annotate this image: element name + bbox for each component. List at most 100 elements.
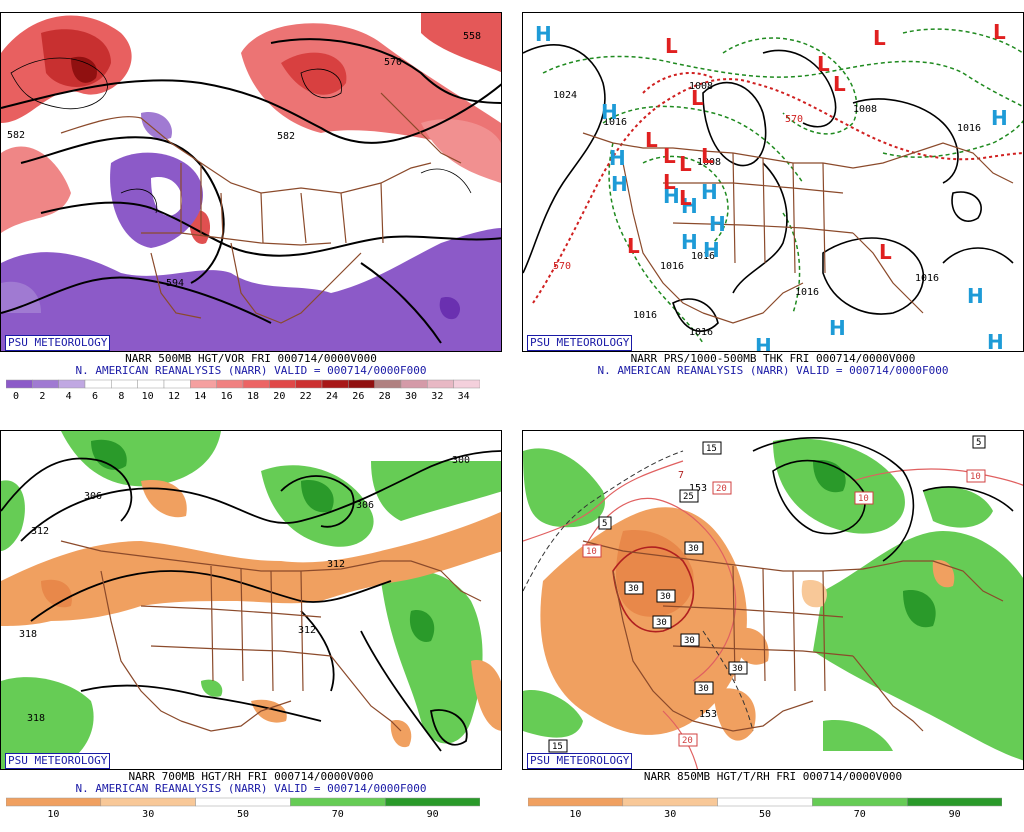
vorticity-contours [10, 57, 472, 214]
colorbar-tick-label: 70 [854, 809, 866, 819]
colorbar-swatch [6, 379, 33, 389]
colorbar-swatch [111, 379, 138, 389]
label-box [624, 581, 644, 595]
boxed-contour-label: 10 [858, 494, 869, 504]
low-pressure-symbol: L [663, 170, 676, 194]
colorbar-swatch [295, 379, 323, 389]
low-pressure-symbol: L [663, 144, 676, 168]
high-pressure-symbol: H [987, 330, 1004, 352]
label-box [656, 589, 676, 603]
colorbar-tick-label: 10 [142, 391, 154, 401]
high-pressure-symbol: H [703, 238, 720, 262]
height-contours [1, 38, 501, 344]
moist-area [923, 487, 993, 528]
colorbar-tick-label: 6 [92, 391, 98, 401]
vorticity-east [421, 119, 501, 183]
colorbar-tick-label: 2 [39, 391, 45, 401]
label-box [598, 516, 612, 530]
boxed-contour-label: 15 [552, 742, 563, 752]
dry-band [1, 511, 501, 626]
contour-label: 312 [31, 526, 49, 537]
low-pressure-symbol: L [701, 144, 714, 168]
rh-colorbar-graphic: 10 30 50 70 90 [6, 797, 480, 819]
low-vorticity-south [1, 228, 501, 351]
colorbar-swatch [195, 797, 291, 807]
map-700mb-graphic: 312 306 300 306 312 318 312 318 [1, 431, 501, 769]
moist-area-east [813, 531, 1023, 761]
height-contours [1, 450, 501, 752]
psu-meteorology-badge: PSU METEOROLOGY [527, 753, 633, 769]
panel-850mb-temp-rh: 153 153 7 5 15 20 25 30 30 30 30 30 30 30 10 10 10 20 1… [522, 430, 1024, 832]
label-box [679, 489, 699, 503]
rh-colorbar-graphic: 10 30 50 70 90 [528, 797, 1002, 819]
isobar-label: 1008 [697, 157, 721, 168]
boxed-contour-label: 15 [706, 444, 717, 454]
colorbar-tick-label: 50 [759, 809, 771, 819]
colorbar-tick-label: 8 [118, 391, 124, 401]
colorbar-swatch [100, 797, 196, 807]
high-pressure-symbol: H [701, 180, 718, 204]
colorbar-tick-label: 70 [332, 809, 344, 819]
moist-spot [201, 679, 223, 697]
colorbar-swatch [400, 379, 428, 389]
map-850mb-graphic: 153 153 7 5 15 20 25 30 30 30 30 30 30 30 10 10 10 20 1… [523, 435, 1023, 769]
boxed-labels: 5 15 20 25 30 30 30 30 30 30 30 10 10 10 20 15 5 [548, 435, 986, 753]
low-pressure-symbol: L [833, 72, 846, 96]
panel-sea-level-pressure-thickness: 1024 1016 1008 1008 1016 1016 1016 1016 … [522, 12, 1024, 414]
panel-caption: NARR 700MB HGT/RH FRI 000714/0000V000 [128, 770, 374, 783]
very-moist-area [91, 439, 127, 470]
isobars [523, 44, 1014, 332]
label-box [548, 739, 568, 753]
moist-area [523, 448, 605, 528]
label-box [972, 435, 986, 449]
label-box [678, 733, 698, 747]
dry-area-west [540, 507, 747, 735]
panel-caption: NARR 850MB HGT/T/RH FRI 000714/0000V000 [643, 770, 903, 783]
high-pressure-symbol: H [829, 316, 846, 340]
vorticity-colorbar: 0 2 4 6 8 10 12 14 16 18 20 22 24 26 28 30 32 34 [6, 379, 480, 401]
moist-area-south [823, 720, 893, 751]
thickness-label: 570 [785, 114, 803, 125]
boxed-contour-label: 30 [732, 664, 743, 674]
vorticity-west [1, 146, 71, 233]
label-box [652, 615, 672, 629]
contour-label: 558 [463, 31, 481, 42]
colorbar-swatch [384, 797, 480, 807]
high-pressure-symbol: H [755, 334, 772, 352]
map-500mb-vorticity: 582 582 594 570 558 PSU METEOROLOGY [0, 12, 502, 352]
colorbar-tick-label: 0 [13, 391, 19, 401]
contour-label: 306 [84, 491, 102, 502]
colorbar-tick-label: 22 [300, 391, 312, 401]
panel-caption: NARR 500MB HGT/VOR FRI 000714/0000V000 [125, 352, 377, 365]
low-pressure-symbol: L [645, 128, 658, 152]
label-box [680, 633, 700, 647]
colorbar-swatch [269, 379, 296, 389]
contour-label: 153 [689, 483, 707, 494]
contour-label: 306 [356, 500, 374, 511]
psu-meteorology-badge: PSU METEOROLOGY [5, 753, 111, 769]
label-box [966, 469, 986, 483]
contour-label: 570 [384, 57, 402, 68]
colorbar-tick-label: 16 [221, 391, 233, 401]
psu-meteorology-badge: PSU METEOROLOGY [527, 335, 633, 351]
colorbar-tick-label: 14 [194, 391, 206, 401]
map-850mb-temp-rh: 153 153 7 5 15 20 25 30 30 30 30 30 30 30 10 10 10 20 1… [522, 430, 1024, 770]
panel-700mb-rh: 312 306 300 306 312 318 312 318 PSU METE… [0, 430, 502, 832]
dry-area-south [713, 688, 756, 741]
colorbar-tick-label: 4 [66, 391, 72, 401]
panel-caption: NARR PRS/1000-500MB THK FRI 000714/0000V… [630, 352, 916, 365]
colorbar-swatch [137, 379, 165, 389]
very-moist-area [301, 480, 334, 513]
boxed-contour-label: 30 [688, 544, 699, 554]
map-700mb-rh: 312 306 300 306 312 318 312 318 PSU METE… [0, 430, 502, 770]
colorbar-swatch [163, 379, 191, 389]
moist-area-east [381, 570, 483, 744]
reanalysis-valid-line: N. AMERICAN REANALYSIS (NARR) VALID = 00… [597, 364, 949, 377]
label-box [712, 481, 732, 495]
colorbar-tick-label: 24 [326, 391, 338, 401]
dry-area [141, 480, 187, 518]
height-contours [752, 437, 1014, 562]
isobar-label: 1008 [853, 104, 877, 115]
boxed-contour-label: 30 [698, 684, 709, 694]
boxed-contour-label: 5 [602, 519, 607, 529]
